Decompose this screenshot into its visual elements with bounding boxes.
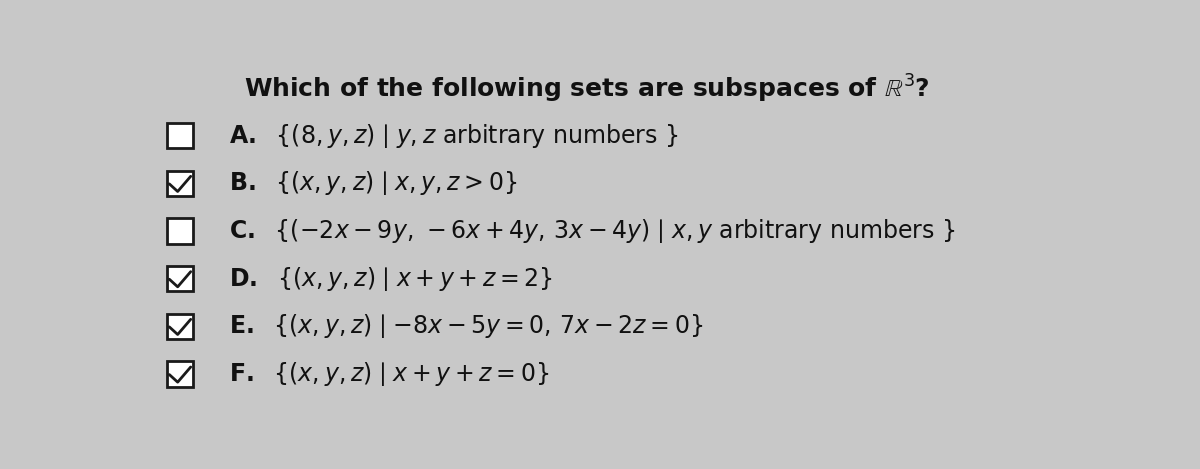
Bar (167, 123, 193, 148)
Bar (167, 219, 193, 244)
Bar (167, 314, 193, 339)
Text: $\bf{A.}$  $\{(8, y, z) \mid y, z \text{ arbitrary numbers }\}$: $\bf{A.}$ $\{(8, y, z) \mid y, z \text{ … (229, 122, 679, 150)
Text: $\bf{F.}$  $\{(x, y, z) \mid x + y + z = 0\}$: $\bf{F.}$ $\{(x, y, z) \mid x + y + z = … (229, 360, 550, 388)
Bar (167, 362, 193, 387)
Text: $\bf{C.}$  $\{(-2x - 9y,\,-6x + 4y,\,3x - 4y) \mid x, y \text{ arbitrary numbers: $\bf{C.}$ $\{(-2x - 9y,\,-6x + 4y,\,3x -… (229, 217, 955, 245)
Bar (167, 171, 193, 196)
Text: $\bf{B.}$  $\{(x, y, z) \mid x, y, z > 0\}$: $\bf{B.}$ $\{(x, y, z) \mid x, y, z > 0\… (229, 169, 517, 197)
Bar (167, 266, 193, 291)
Text: Which of the following sets are subspaces of $\mathbb{R}^3$?: Which of the following sets are subspace… (245, 73, 930, 105)
Text: $\bf{D.}$  $\{(x, y, z) \mid x + y + z = 2\}$: $\bf{D.}$ $\{(x, y, z) \mid x + y + z = … (229, 265, 553, 293)
Text: $\bf{E.}$  $\{(x, y, z) \mid {-8x - 5y = 0},\, 7x - 2z = 0\}$: $\bf{E.}$ $\{(x, y, z) \mid {-8x - 5y = … (229, 312, 703, 340)
